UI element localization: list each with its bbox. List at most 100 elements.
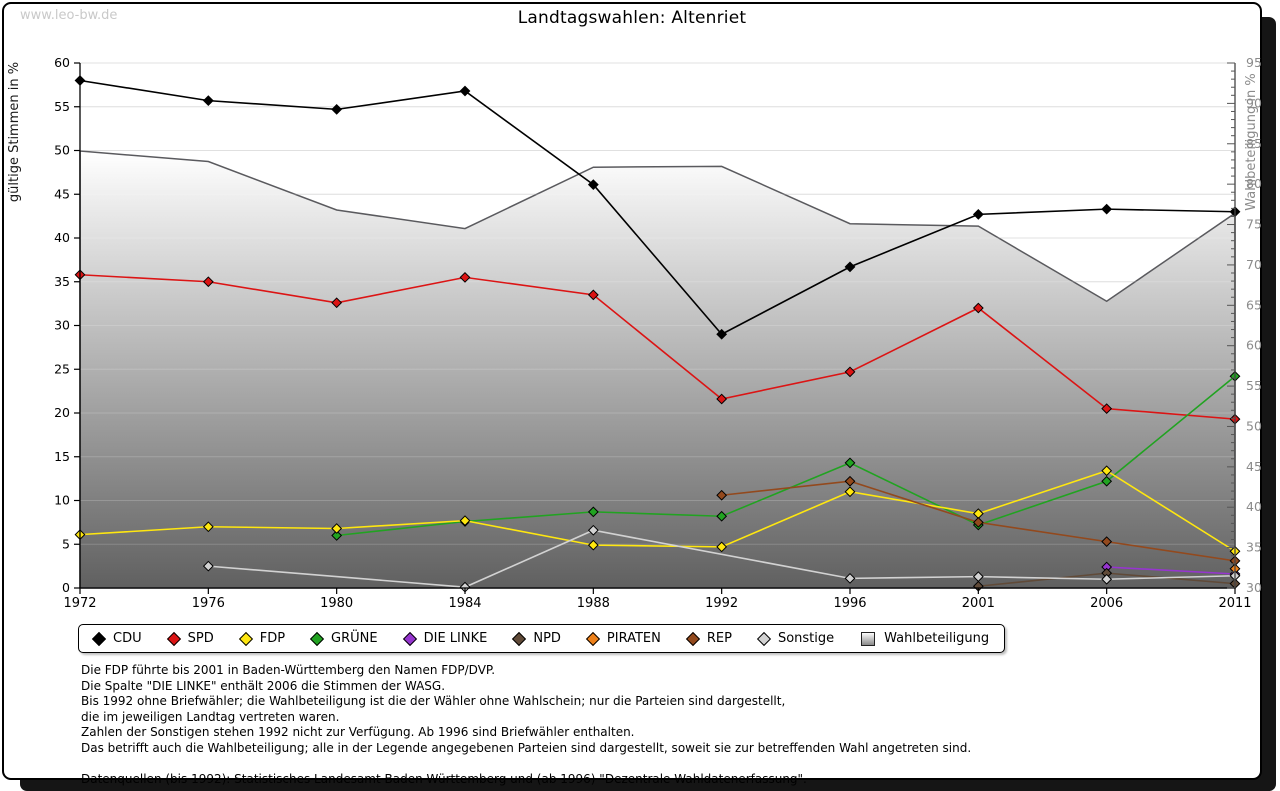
marker-SPD [1101,403,1113,415]
marker-CDU [716,328,728,340]
marker-SPD [844,366,856,378]
svg-text:Wahlbeteiligung in %: Wahlbeteiligung in % [1244,73,1259,210]
svg-text:2001: 2001 [962,596,995,611]
svg-text:50: 50 [1246,418,1262,433]
series-line-FDP [79,469,1236,552]
marker-REP [1101,536,1113,548]
svg-text:5: 5 [62,536,70,551]
marker-FDP [716,541,728,553]
svg-text:40: 40 [1246,499,1262,514]
legend-item-REP: REP [685,631,732,646]
marker-CDU [331,103,343,115]
legend-marker-icon [91,631,107,646]
svg-text:65: 65 [1246,297,1262,312]
svg-text:75: 75 [1246,217,1262,232]
legend-marker-icon [512,631,527,646]
legend-marker-icon [756,631,772,646]
legend-item-GRÜNE: GRÜNE [309,631,378,646]
svg-text:30: 30 [54,318,70,333]
marker-GRÜNE [587,506,599,518]
svg-text:35: 35 [54,274,70,289]
svg-text:2011: 2011 [1218,596,1251,611]
footnote-line: Datenquellen (bis 1992): Statistisches L… [81,772,807,787]
legend-item-PIRATEN: PIRATEN [585,631,661,646]
legend-marker-icon [309,631,325,646]
legend-marker-icon [685,631,700,646]
marker-FDP [844,486,856,498]
marker-CDU [459,85,471,97]
legend-label: DIE LINKE [423,631,488,646]
legend-label: FDP [259,631,286,646]
series-line-CDU [79,79,1236,336]
footnotes: Die FDP führte bis 2001 in Baden-Württem… [81,663,971,788]
watermark: www.leo-bw.de [20,8,118,23]
marker-SPD [587,289,599,301]
footnote-line: Bis 1992 ohne Briefwähler; die Wahlbetei… [81,694,786,709]
marker-GRÜNE [844,457,856,469]
legend-item-SPD: SPD [166,631,214,646]
svg-text:45: 45 [1246,459,1262,474]
marker-CDU [1101,203,1113,215]
legend-label: CDU [113,631,142,646]
marker-FDP [587,539,599,551]
chart-card: www.leo-bw.de Landtagswahlen: Altenriet … [2,2,1262,786]
footnote-line: Die FDP führte bis 2001 in Baden-Württem… [81,663,496,677]
legend-label: REP [706,631,732,646]
marker-REP [716,489,728,501]
svg-text:gültige Stimmen in %: gültige Stimmen in % [7,62,22,202]
legend-item-DIE LINKE: DIE LINKE [402,631,488,646]
marker-REP [844,475,856,487]
svg-text:20: 20 [54,405,70,420]
svg-text:40: 40 [54,230,70,245]
legend: CDU SPD FDP GRÜNE DIE LINKE NPD PIRATEN REP Sons… [78,624,1006,653]
chart-canvas: 0 5 10 15 20 25 30 35 40 45 50 55 60 30 35 40 45 50 55 60 65… [7,55,1262,611]
svg-text:1984: 1984 [448,596,481,611]
svg-text:95: 95 [1246,55,1262,70]
legend-marker-icon [861,631,876,646]
svg-text:45: 45 [54,186,70,201]
legend-label: SPD [187,631,214,646]
svg-text:60: 60 [54,55,70,70]
svg-text:70: 70 [1246,257,1262,272]
marker-CDU [587,179,599,191]
marker-Sonstige [972,571,984,583]
svg-text:1976: 1976 [192,596,225,611]
marker-GRÜNE [331,530,343,541]
svg-text:55: 55 [1246,378,1262,393]
marker-Sonstige [1101,573,1113,585]
footnote-line: die im jeweiligen Landtag vertreten ware… [81,709,340,724]
svg-text:1996: 1996 [833,596,866,611]
legend-label: NPD [533,631,561,646]
marker-CDU [202,95,214,107]
footnote-line: Das betrifft auch die Wahlbeteiligung; a… [81,740,972,755]
legend-item-Wahlbeteiligung: Wahlbeteiligung [861,631,989,646]
svg-text:80: 80 [1246,176,1262,191]
series-line-SPD [79,273,1236,420]
marker-CDU [972,208,984,220]
marker-SPD [972,302,984,314]
svg-text:1980: 1980 [320,596,353,611]
svg-text:1972: 1972 [63,596,96,611]
series-line-DIE LINKE [1106,566,1236,575]
svg-text:50: 50 [54,143,70,158]
marker-GRÜNE [1101,475,1113,487]
legend-label: GRÜNE [331,631,378,646]
legend-label: Wahlbeteiligung [884,631,990,646]
legend-marker-icon [585,631,600,646]
marker-GRÜNE [716,510,728,522]
chart-title: Landtagswahlen: Altenriet [517,8,747,28]
marker-Sonstige [202,560,214,572]
footnote-line: Zahlen der Sonstigen stehen 1992 nicht z… [81,725,635,740]
marker-Sonstige [844,572,856,584]
svg-text:0: 0 [62,580,70,595]
legend-marker-icon [402,631,417,646]
marker-SPD [459,271,471,283]
svg-text:55: 55 [54,99,70,114]
svg-text:85: 85 [1246,136,1262,151]
svg-text:35: 35 [1246,540,1262,555]
series-line-GRÜNE [336,375,1236,537]
svg-text:30: 30 [1246,580,1262,595]
marker-SPD [331,297,343,309]
legend-item-Sonstige: Sonstige [756,631,834,646]
legend-marker-icon [238,631,253,646]
